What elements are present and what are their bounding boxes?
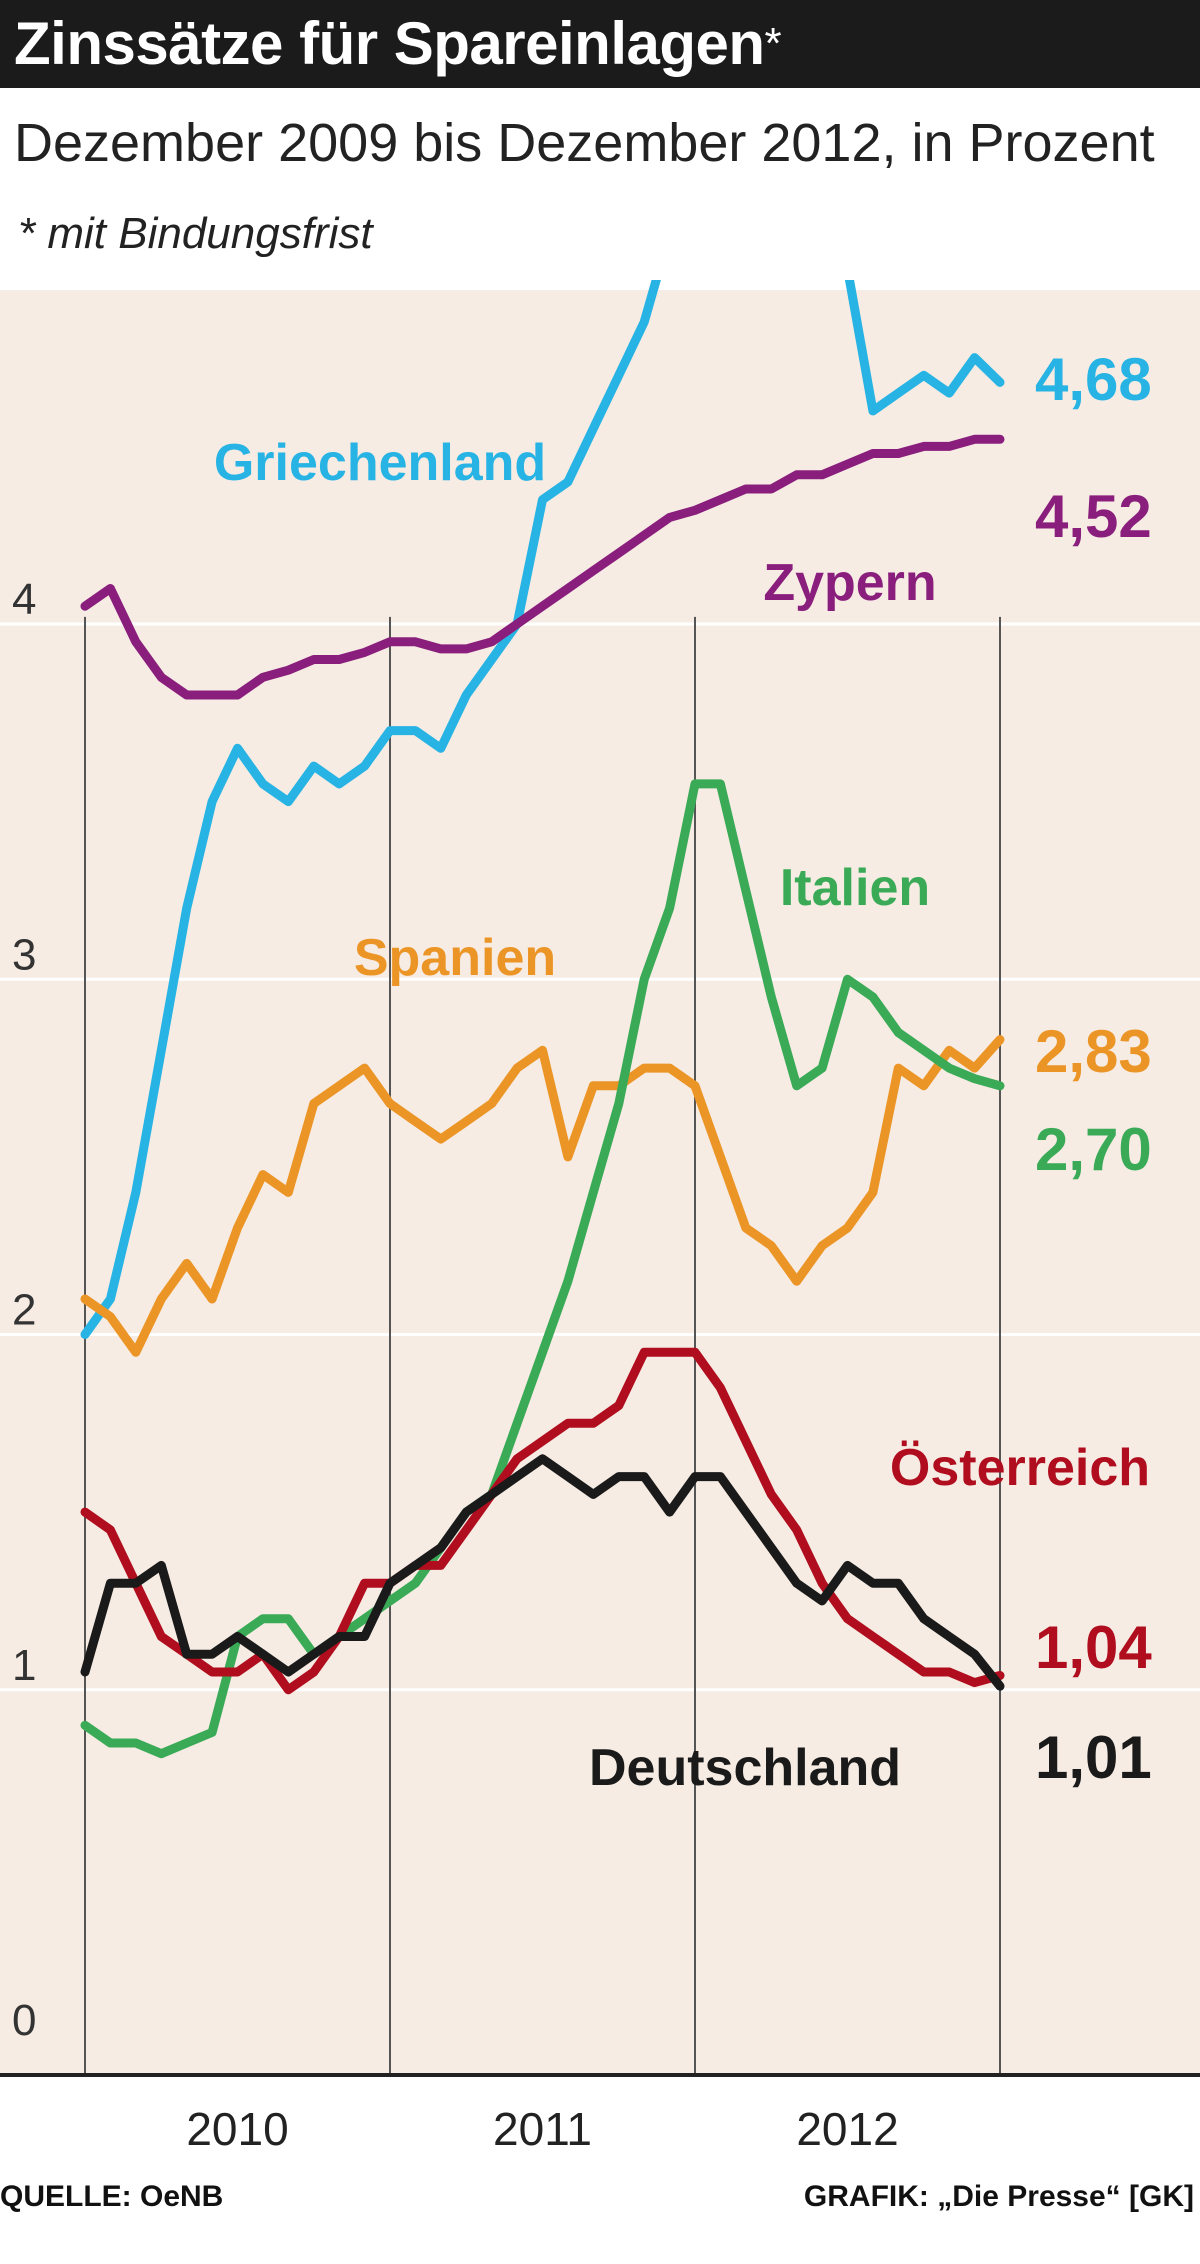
chart-subtitle: Dezember 2009 bis Dezember 2012, in Proz…: [14, 113, 1155, 173]
title-asterisk: *: [764, 19, 782, 68]
series-end-value-label: 4,52: [1035, 483, 1152, 550]
series-line: [80, 280, 1005, 1339]
title-bar: Zinssätze für Spareinlagen*: [0, 0, 1200, 88]
series-end-value-label: 2,83: [1035, 1018, 1152, 1085]
series-name-label: Griechenland: [214, 434, 546, 492]
y-tick-label: 1: [12, 1641, 36, 1690]
series-name-label: Zypern: [763, 554, 936, 612]
chart-footnote: * mit Bindungsfrist: [18, 209, 373, 258]
series-end-value-label: 4,68: [1035, 346, 1152, 413]
x-year-label: 2010: [186, 2103, 288, 2155]
x-year-label: 2012: [796, 2103, 898, 2155]
series-name-label: Österreich: [890, 1439, 1150, 1497]
series-line: [80, 1454, 1005, 1691]
y-tick-label: 0: [12, 1996, 36, 2045]
y-tick-label: 3: [12, 930, 36, 979]
source-note: QUELLE: OeNB: [0, 2180, 224, 2213]
series-end-value-label: 2,70: [1035, 1116, 1152, 1183]
y-tick-label: 2: [12, 1286, 36, 1335]
series-name-label: Italien: [780, 859, 930, 917]
series-name-label: Spanien: [354, 929, 556, 987]
series-name-label: Deutschland: [589, 1739, 901, 1797]
series-line: [80, 434, 1005, 700]
chart-title: Zinssätze für Spareinlagen*: [14, 10, 782, 77]
y-tick-label: 4: [12, 575, 36, 624]
line-chart: 0 1 2 3 4 2010 2011 2012 Griechenland Zypern Spani…: [0, 280, 1200, 2155]
credit-note: GRAFIK: „Die Presse“ [GK]: [803, 2180, 1194, 2213]
series-line: [80, 1347, 1005, 1695]
series-line: [80, 1035, 1005, 1357]
x-year-label: 2011: [493, 2103, 592, 2155]
series-end-value-label: 1,04: [1035, 1614, 1152, 1681]
series-end-value-label: 1,01: [1035, 1724, 1152, 1791]
